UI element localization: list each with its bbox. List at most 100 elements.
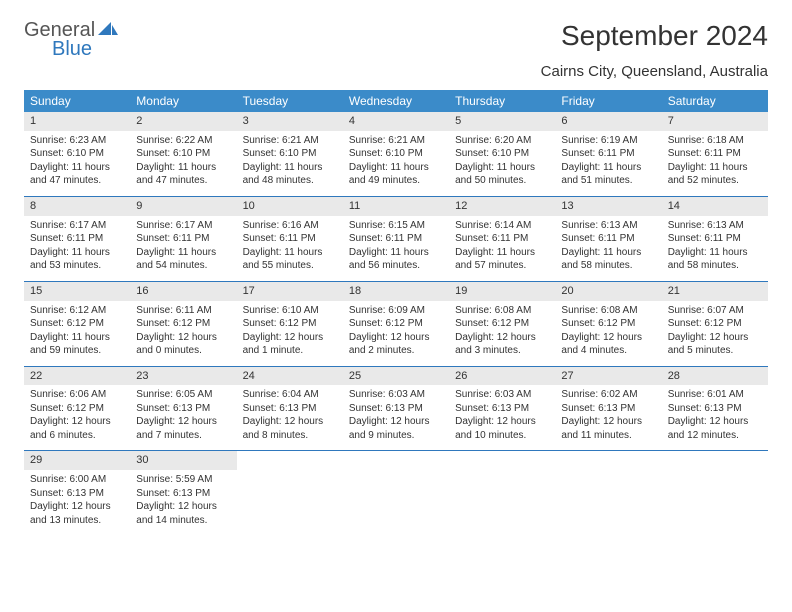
- day-number-cell: 29: [24, 451, 130, 470]
- daylight-text: Daylight: 12 hours and 14 minutes.: [136, 500, 230, 527]
- day-number-row: 15161718192021: [24, 281, 768, 300]
- day-number-cell: 13: [555, 196, 661, 215]
- weekday-header: Sunday: [24, 90, 130, 112]
- daylight-text: Daylight: 11 hours and 51 minutes.: [561, 161, 655, 188]
- sunrise-text: Sunrise: 6:03 AM: [455, 388, 549, 402]
- day-number-cell: 9: [130, 196, 236, 215]
- calendar-table: Sunday Monday Tuesday Wednesday Thursday…: [24, 90, 768, 535]
- day-detail-cell: Sunrise: 6:00 AMSunset: 6:13 PMDaylight:…: [24, 470, 130, 535]
- day-detail-row: Sunrise: 6:00 AMSunset: 6:13 PMDaylight:…: [24, 470, 768, 535]
- weekday-header: Tuesday: [237, 90, 343, 112]
- daylight-text: Daylight: 12 hours and 5 minutes.: [668, 331, 762, 358]
- day-number-cell: 10: [237, 196, 343, 215]
- day-detail-cell: Sunrise: 6:21 AMSunset: 6:10 PMDaylight:…: [237, 131, 343, 197]
- day-number-cell: 27: [555, 366, 661, 385]
- sunrise-text: Sunrise: 6:13 AM: [668, 219, 762, 233]
- day-number-cell: 16: [130, 281, 236, 300]
- daylight-text: Daylight: 12 hours and 12 minutes.: [668, 415, 762, 442]
- sunset-text: Sunset: 6:13 PM: [136, 487, 230, 501]
- day-number-cell: 15: [24, 281, 130, 300]
- day-number-cell: [343, 451, 449, 470]
- day-detail-cell: Sunrise: 5:59 AMSunset: 6:13 PMDaylight:…: [130, 470, 236, 535]
- sunset-text: Sunset: 6:13 PM: [30, 487, 124, 501]
- daylight-text: Daylight: 11 hours and 47 minutes.: [30, 161, 124, 188]
- day-number-cell: 19: [449, 281, 555, 300]
- sunrise-text: Sunrise: 6:18 AM: [668, 134, 762, 148]
- sunrise-text: Sunrise: 6:14 AM: [455, 219, 549, 233]
- daylight-text: Daylight: 11 hours and 56 minutes.: [349, 246, 443, 273]
- sunrise-text: Sunrise: 6:07 AM: [668, 304, 762, 318]
- sunset-text: Sunset: 6:11 PM: [349, 232, 443, 246]
- daylight-text: Daylight: 12 hours and 9 minutes.: [349, 415, 443, 442]
- sunrise-text: Sunrise: 6:02 AM: [561, 388, 655, 402]
- day-number-cell: 17: [237, 281, 343, 300]
- day-detail-cell: Sunrise: 6:14 AMSunset: 6:11 PMDaylight:…: [449, 216, 555, 282]
- sunset-text: Sunset: 6:13 PM: [455, 402, 549, 416]
- weekday-header-row: Sunday Monday Tuesday Wednesday Thursday…: [24, 90, 768, 112]
- day-detail-cell: Sunrise: 6:20 AMSunset: 6:10 PMDaylight:…: [449, 131, 555, 197]
- day-detail-cell: Sunrise: 6:21 AMSunset: 6:10 PMDaylight:…: [343, 131, 449, 197]
- day-detail-cell: Sunrise: 6:19 AMSunset: 6:11 PMDaylight:…: [555, 131, 661, 197]
- day-number-cell: 11: [343, 196, 449, 215]
- sunset-text: Sunset: 6:13 PM: [668, 402, 762, 416]
- sunrise-text: Sunrise: 6:00 AM: [30, 473, 124, 487]
- sunrise-text: Sunrise: 6:13 AM: [561, 219, 655, 233]
- day-number-row: 2930: [24, 451, 768, 470]
- day-number-row: 1234567: [24, 112, 768, 131]
- sunrise-text: Sunrise: 6:12 AM: [30, 304, 124, 318]
- day-number-cell: 20: [555, 281, 661, 300]
- day-number-cell: 26: [449, 366, 555, 385]
- sunset-text: Sunset: 6:12 PM: [455, 317, 549, 331]
- daylight-text: Daylight: 11 hours and 54 minutes.: [136, 246, 230, 273]
- sunrise-text: Sunrise: 6:21 AM: [243, 134, 337, 148]
- day-detail-cell: Sunrise: 6:17 AMSunset: 6:11 PMDaylight:…: [130, 216, 236, 282]
- day-detail-cell: [237, 470, 343, 535]
- day-number-cell: 4: [343, 112, 449, 131]
- sunrise-text: Sunrise: 6:10 AM: [243, 304, 337, 318]
- day-detail-cell: Sunrise: 6:03 AMSunset: 6:13 PMDaylight:…: [449, 385, 555, 451]
- sunrise-text: Sunrise: 6:15 AM: [349, 219, 443, 233]
- sunset-text: Sunset: 6:10 PM: [243, 147, 337, 161]
- sunrise-text: Sunrise: 6:09 AM: [349, 304, 443, 318]
- day-detail-row: Sunrise: 6:23 AMSunset: 6:10 PMDaylight:…: [24, 131, 768, 197]
- day-detail-row: Sunrise: 6:12 AMSunset: 6:12 PMDaylight:…: [24, 301, 768, 367]
- daylight-text: Daylight: 11 hours and 58 minutes.: [561, 246, 655, 273]
- day-detail-cell: Sunrise: 6:22 AMSunset: 6:10 PMDaylight:…: [130, 131, 236, 197]
- day-detail-cell: Sunrise: 6:15 AMSunset: 6:11 PMDaylight:…: [343, 216, 449, 282]
- day-number-cell: 25: [343, 366, 449, 385]
- day-detail-cell: Sunrise: 6:04 AMSunset: 6:13 PMDaylight:…: [237, 385, 343, 451]
- day-number-cell: 3: [237, 112, 343, 131]
- day-number-cell: 24: [237, 366, 343, 385]
- sunset-text: Sunset: 6:10 PM: [30, 147, 124, 161]
- daylight-text: Daylight: 11 hours and 47 minutes.: [136, 161, 230, 188]
- day-number-cell: 12: [449, 196, 555, 215]
- header: General Blue September 2024: [24, 20, 768, 61]
- day-detail-cell: Sunrise: 6:16 AMSunset: 6:11 PMDaylight:…: [237, 216, 343, 282]
- sunrise-text: Sunrise: 6:05 AM: [136, 388, 230, 402]
- sunset-text: Sunset: 6:12 PM: [30, 317, 124, 331]
- daylight-text: Daylight: 11 hours and 52 minutes.: [668, 161, 762, 188]
- sunset-text: Sunset: 6:10 PM: [136, 147, 230, 161]
- daylight-text: Daylight: 12 hours and 4 minutes.: [561, 331, 655, 358]
- day-detail-row: Sunrise: 6:17 AMSunset: 6:11 PMDaylight:…: [24, 216, 768, 282]
- daylight-text: Daylight: 12 hours and 0 minutes.: [136, 331, 230, 358]
- sunset-text: Sunset: 6:12 PM: [136, 317, 230, 331]
- day-number-cell: 7: [662, 112, 768, 131]
- day-detail-cell: Sunrise: 6:23 AMSunset: 6:10 PMDaylight:…: [24, 131, 130, 197]
- weekday-header: Monday: [130, 90, 236, 112]
- sunset-text: Sunset: 6:12 PM: [668, 317, 762, 331]
- sunrise-text: Sunrise: 6:20 AM: [455, 134, 549, 148]
- day-number-cell: 30: [130, 451, 236, 470]
- sunset-text: Sunset: 6:13 PM: [243, 402, 337, 416]
- day-number-cell: 14: [662, 196, 768, 215]
- sunset-text: Sunset: 6:11 PM: [668, 232, 762, 246]
- day-detail-cell: Sunrise: 6:08 AMSunset: 6:12 PMDaylight:…: [555, 301, 661, 367]
- logo: General Blue: [24, 20, 118, 61]
- sunrise-text: Sunrise: 6:23 AM: [30, 134, 124, 148]
- day-detail-cell: [555, 470, 661, 535]
- day-number-cell: 28: [662, 366, 768, 385]
- daylight-text: Daylight: 12 hours and 7 minutes.: [136, 415, 230, 442]
- day-number-cell: 8: [24, 196, 130, 215]
- sunrise-text: Sunrise: 6:03 AM: [349, 388, 443, 402]
- sunrise-text: Sunrise: 6:08 AM: [561, 304, 655, 318]
